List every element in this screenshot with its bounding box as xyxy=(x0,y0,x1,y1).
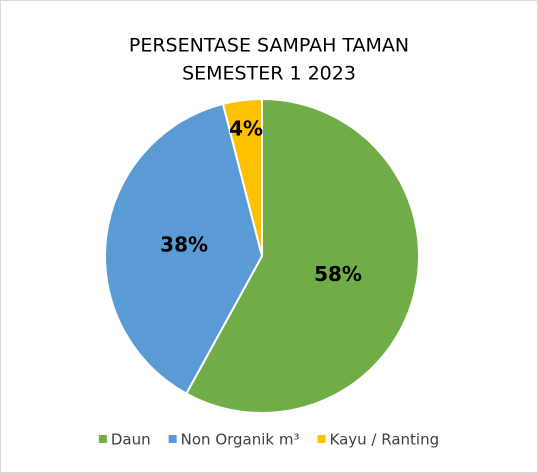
data-label: 38% xyxy=(160,233,208,257)
pie-slice xyxy=(185,97,420,414)
chart-title: PERSENTASE SAMPAH TAMAN xyxy=(129,35,409,57)
pie-slice xyxy=(221,97,263,257)
data-label: 58% xyxy=(314,262,362,286)
pie-slice xyxy=(104,102,264,395)
legend-label: Daun xyxy=(111,431,151,449)
data-label: 4% xyxy=(229,116,263,140)
legend-swatch xyxy=(317,435,326,443)
legend-swatch xyxy=(98,435,107,443)
legend-swatch xyxy=(168,435,177,443)
chart-title: SEMESTER 1 2023 xyxy=(182,63,356,85)
legend-label: Kayu / Ranting xyxy=(330,431,440,449)
legend-label: Non Organik m³ xyxy=(181,431,300,449)
